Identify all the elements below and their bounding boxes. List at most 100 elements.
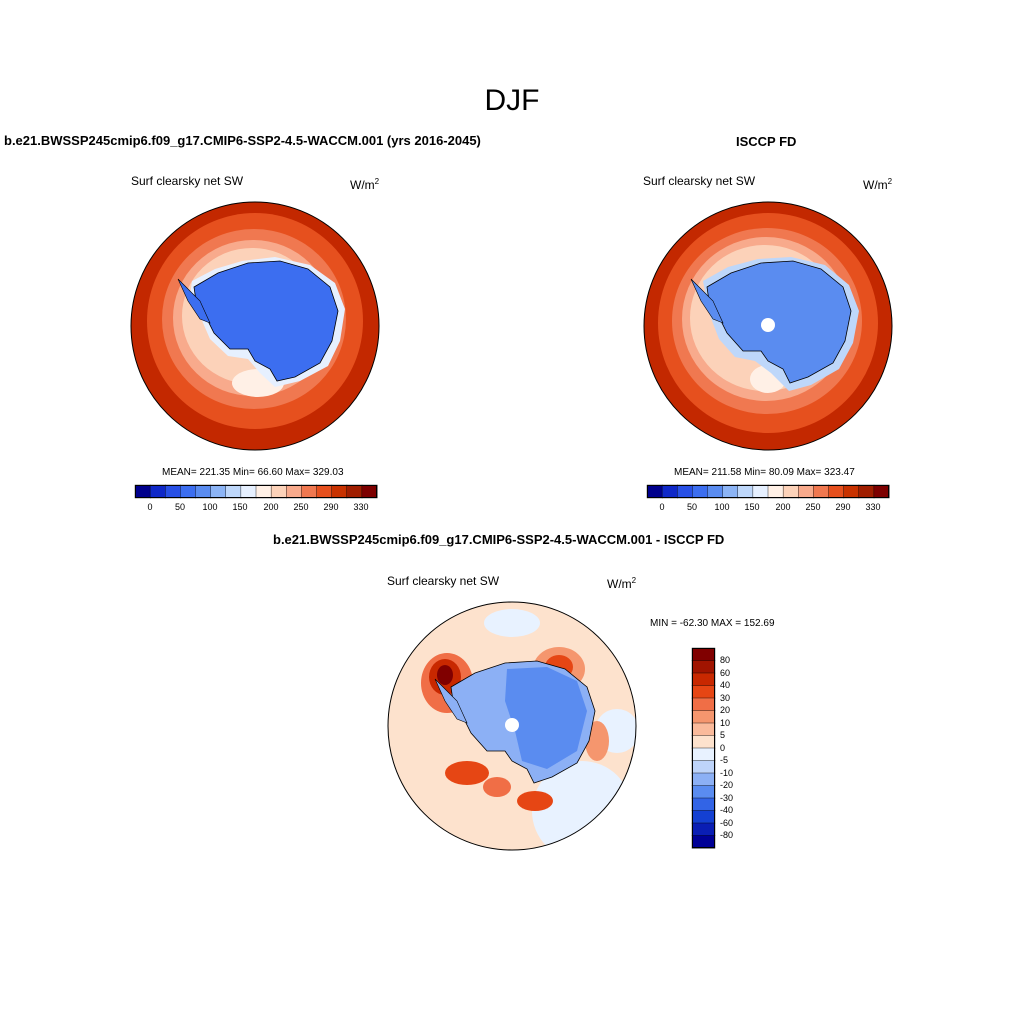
diff-colorbar-labels: 80 60 40 30 20 10 5 0 -5 -10 -20 -30 -40… [720,648,760,848]
colorbar-swatch [180,484,197,499]
colorbar-swatch [691,710,716,724]
colorbar-swatch [691,797,716,812]
colorbar-swatch [692,484,709,499]
right-panel-title: ISCCP FD [736,134,797,149]
colorbar-swatch [255,484,272,499]
diff-polar-map [387,601,637,851]
right-colorbar-labels: 0 50 100 150 200 250 290 330 [647,502,889,516]
diff-cb-label: 5 [720,730,726,740]
diff-cb-label: 60 [720,668,731,678]
colorbar-swatch [691,747,716,762]
colorbar-swatch [195,484,212,499]
diff-cb-label: 0 [720,743,726,753]
colorbar-swatch [331,484,348,499]
left-colorbar [134,484,378,499]
left-cb-label: 200 [263,502,279,512]
left-panel-units: W/m2 [350,177,380,192]
left-cb-label: 290 [323,502,339,512]
colorbar-swatch [691,722,716,737]
colorbar-swatch [346,484,363,499]
right-cb-label: 250 [805,502,821,512]
left-cb-label: 250 [293,502,309,512]
colorbar-swatch [361,484,378,499]
colorbar-swatch [691,822,716,837]
colorbar-swatch [165,484,181,499]
right-cb-label: 0 [659,502,665,512]
colorbar-swatch [691,810,716,824]
colorbar-swatch [722,484,739,499]
diff-cb-label: -30 [720,793,734,803]
left-panel-subtitle: Surf clearsky net SW [131,174,244,188]
right-cb-label: 100 [714,502,730,512]
colorbar-swatch [691,685,716,699]
right-cb-label: 290 [835,502,851,512]
diff-panel-title: b.e21.BWSSP245cmip6.f09_g17.CMIP6-SSP2-4… [273,532,725,547]
diff-cb-label: -5 [720,755,729,765]
diff-cb-label: 40 [720,680,731,690]
left-cb-label: 0 [147,502,153,512]
left-polar-map [130,201,380,451]
colorbar-swatch [798,484,814,499]
colorbar-swatch [240,484,257,499]
colorbar-swatch [210,484,227,499]
left-panel-title: b.e21.BWSSP245cmip6.f09_g17.CMIP6-SSP2-4… [4,133,481,148]
left-cb-label: 50 [174,502,186,512]
colorbar-swatch [828,484,845,499]
colorbar-swatch [691,697,716,712]
diff-cb-label: -20 [720,780,734,790]
colorbar-swatch [752,484,769,499]
colorbar-swatch [691,672,716,687]
colorbar-swatch [843,484,860,499]
left-cb-label: 100 [202,502,218,512]
diff-cb-label: 20 [720,705,731,715]
diff-panel-units: W/m2 [607,576,637,591]
colorbar-swatch [677,484,693,499]
left-cb-label: 150 [232,502,248,512]
diff-panel-stats: MIN = -62.30 MAX = 152.69 [650,618,775,629]
colorbar-swatch [691,660,716,674]
right-colorbar [646,484,890,499]
colorbar-swatch [767,484,784,499]
colorbar-swatch [691,735,716,749]
colorbar-swatch [707,484,724,499]
diff-cb-label: -10 [720,768,734,778]
right-cb-label: 50 [686,502,698,512]
diff-cb-label: -60 [720,818,734,828]
colorbar-swatch [225,484,242,499]
right-panel-subtitle: Surf clearsky net SW [643,174,756,188]
diff-cb-label: -40 [720,805,734,815]
diff-colorbar [691,647,716,849]
left-colorbar-labels: 0 50 100 150 200 250 290 330 [135,502,377,516]
colorbar-swatch [316,484,333,499]
right-polar-map [643,201,893,451]
colorbar-swatch [691,772,716,787]
colorbar-swatch [691,760,716,774]
colorbar-swatch [873,484,890,499]
right-panel-units: W/m2 [863,177,893,192]
diff-cb-label: 30 [720,693,731,703]
colorbar-swatch [301,484,318,499]
colorbar-swatch [691,785,716,799]
figure-title: DJF [484,84,540,117]
diff-cb-label: 10 [720,718,731,728]
left-panel-stats: MEAN= 221.35 Min= 66.60 Max= 329.03 [162,467,344,478]
colorbar-swatch [149,484,166,499]
colorbar-swatch [270,484,287,499]
colorbar-swatch [691,647,716,662]
colorbar-swatch [691,835,716,849]
colorbar-swatch [737,484,754,499]
right-panel-stats: MEAN= 211.58 Min= 80.09 Max= 323.47 [674,467,855,478]
right-cb-label: 330 [865,502,881,512]
colorbar-swatch [661,484,678,499]
diff-panel-subtitle: Surf clearsky net SW [387,574,500,588]
colorbar-swatch [646,484,663,499]
left-cb-label: 330 [353,502,369,512]
colorbar-swatch [286,484,302,499]
right-cb-label: 200 [775,502,791,512]
diff-cb-label: -80 [720,830,734,840]
diff-cb-label: 80 [720,655,731,665]
right-cb-label: 150 [744,502,760,512]
colorbar-swatch [858,484,875,499]
colorbar-swatch [782,484,799,499]
colorbar-swatch [134,484,151,499]
